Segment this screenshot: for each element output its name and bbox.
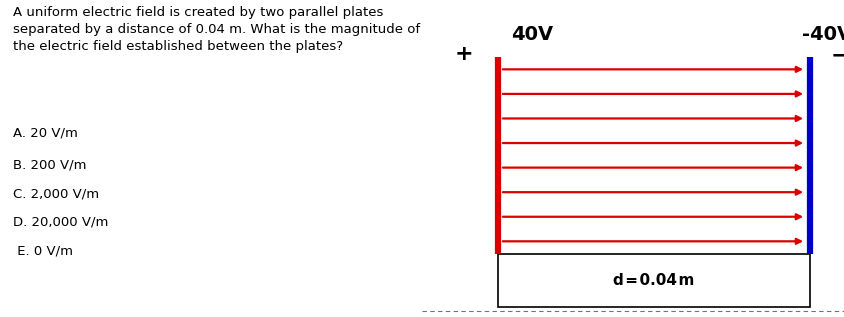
Text: B. 200 V/m: B. 200 V/m xyxy=(13,158,86,171)
Bar xyxy=(498,254,810,307)
Text: d = 0.04 m: d = 0.04 m xyxy=(614,273,695,288)
Text: C. 2,000 V/m: C. 2,000 V/m xyxy=(13,187,99,200)
Text: +: + xyxy=(455,44,473,64)
Text: D. 20,000 V/m: D. 20,000 V/m xyxy=(13,216,108,229)
Text: A. 20 V/m: A. 20 V/m xyxy=(13,127,78,140)
Text: A uniform electric field is created by two parallel plates
separated by a distan: A uniform electric field is created by t… xyxy=(13,6,419,53)
Text: -40V: -40V xyxy=(802,25,844,44)
Text: −: − xyxy=(830,45,844,66)
Text: E. 0 V/m: E. 0 V/m xyxy=(13,244,73,257)
Text: 40V: 40V xyxy=(511,25,553,44)
